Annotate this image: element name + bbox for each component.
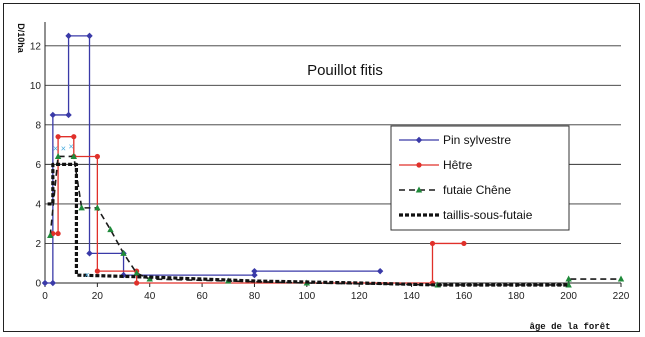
data-point	[86, 32, 93, 40]
data-point	[47, 232, 54, 239]
data-point	[78, 204, 85, 211]
legend-box	[390, 125, 570, 231]
y-axis-label: D/10ha	[16, 23, 26, 54]
data-point: ×	[61, 144, 66, 154]
data-point	[71, 134, 77, 140]
data-point	[429, 240, 436, 247]
x-tick-label: 100	[298, 291, 315, 302]
legend-item: taillis-sous-futaie	[399, 208, 533, 222]
x-tick-label: 40	[144, 291, 156, 302]
y-tick-label: 8	[35, 120, 41, 131]
data-point	[134, 280, 140, 286]
legend-label: futaie Chêne	[443, 183, 511, 197]
data-point	[54, 152, 62, 159]
data-point	[617, 275, 625, 282]
legend: Pin sylvestre Hêtre futaie Chêne taillis-so…	[390, 125, 570, 231]
data-point	[41, 279, 49, 287]
data-point	[251, 271, 258, 279]
legend-marker	[416, 162, 422, 168]
data-point	[86, 250, 93, 257]
x-tick-label: 60	[197, 291, 209, 302]
data-point	[55, 230, 61, 237]
series-pin-sylvestre	[41, 32, 384, 287]
y-tick-label: 10	[30, 81, 42, 92]
legend-marker	[415, 136, 423, 144]
series-taillis-sous-futaie	[47, 162, 569, 287]
data-point	[133, 269, 140, 276]
extra-markers: × × ××	[53, 142, 90, 281]
data-point	[55, 134, 61, 140]
x-tick-label: 0	[42, 291, 48, 302]
series-h-tre	[50, 134, 467, 286]
data-point	[49, 279, 57, 287]
data-point	[94, 153, 100, 160]
series-line	[52, 136, 464, 284]
data-point	[376, 267, 384, 275]
data-point	[70, 152, 77, 159]
data-point	[94, 268, 100, 274]
x-tick-label: 80	[249, 291, 261, 302]
legend-item: futaie Chêne	[399, 183, 511, 197]
data-point	[461, 240, 467, 247]
data-point	[107, 226, 114, 233]
data-point: ×	[53, 144, 58, 154]
x-tick-label: 160	[456, 291, 473, 302]
legend-item: Hêtre	[399, 158, 473, 172]
x-tick-label: 180	[508, 291, 525, 302]
data-point	[94, 204, 101, 211]
data-point	[120, 249, 127, 256]
data-point	[65, 111, 72, 119]
legend-item: Pin sylvestre	[399, 133, 511, 147]
legend-label: taillis-sous-futaie	[443, 208, 533, 222]
x-axis-label: âge de la forêt	[529, 322, 610, 332]
data-point	[251, 267, 258, 275]
x-tick-label: 120	[351, 291, 368, 302]
data-point: ×	[69, 142, 74, 152]
series-group: × × ××	[41, 32, 625, 288]
legend-marker	[415, 186, 423, 193]
legend-label: Pin sylvestre	[443, 133, 511, 147]
y-tick-label: 12	[30, 41, 42, 52]
y-tick-label: 6	[35, 160, 41, 171]
data-point	[49, 111, 57, 119]
data-point	[65, 32, 72, 40]
data-point: ×	[84, 270, 89, 280]
y-tick-label: 4	[35, 199, 41, 210]
series-line	[47, 162, 569, 287]
series-line	[49, 155, 621, 286]
x-tick-label: 200	[560, 291, 577, 302]
legend-label: Hêtre	[443, 158, 473, 172]
x-tick-label: 220	[613, 291, 630, 302]
x-tick-label: 20	[92, 291, 104, 302]
x-tick-label: 140	[403, 291, 420, 302]
chart-title: Pouillot fitis	[307, 62, 383, 79]
data-point	[565, 275, 572, 282]
y-tick-label: 0	[35, 279, 41, 290]
y-tick-label: 2	[35, 239, 41, 250]
